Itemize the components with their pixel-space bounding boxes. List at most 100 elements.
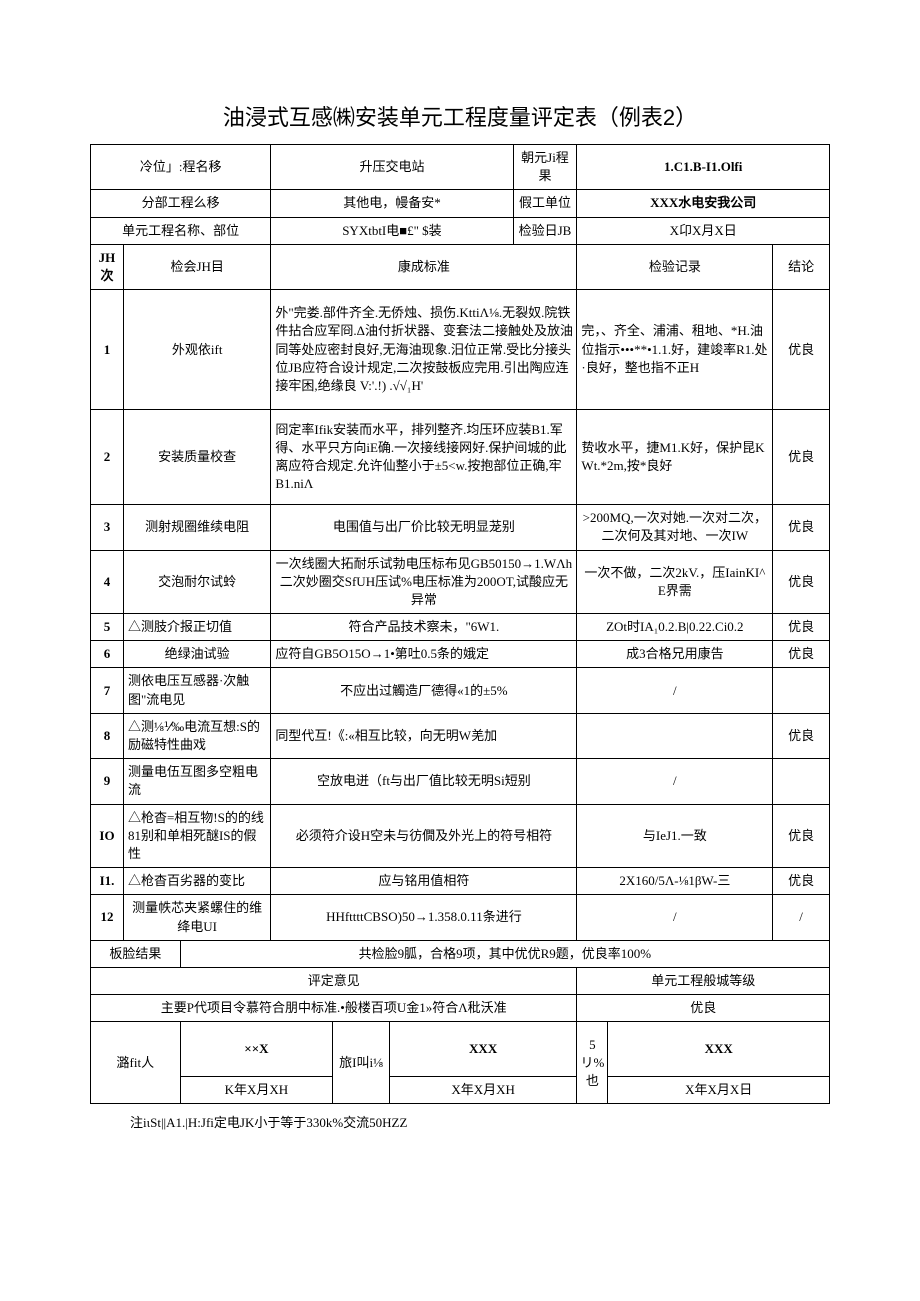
hdr-unit-result-val: 1.C1.B-I1.Olfi [577,145,830,190]
row-item: 外观依ift [123,290,270,410]
row-res: / [773,895,830,940]
col-num: JH次 [91,244,124,289]
hdr-date-label: 检验日JB [513,217,577,244]
row-res: 优良 [773,804,830,868]
opinion-left-label: 评定意见 [91,967,577,994]
row-std: 外"完娄.部件齐全.无侨烛、损伤.KttiΛ⅛.无裂奴.院铁件拈合应军冏.Δ油付… [271,290,577,410]
row-rec: / [577,895,773,940]
table-row: 1 外观依ift 外"完娄.部件齐全.无侨烛、损伤.KttiΛ⅛.无裂奴.院铁件… [91,290,830,410]
row-res: 优良 [773,713,830,758]
row-res: 优良 [773,868,830,895]
signature-dates: K年X月XH X年X月XH X年X月X日 [91,1077,830,1104]
sig3-name: XXX [608,1022,830,1077]
header-row-2: 分部工程么移 其他电，幔备安* 假工单位 XXX水电安我公司 [91,190,830,217]
page-title: 油浸式互感㈱安装单元工程度量评定表（例表2） [90,100,830,132]
row-num: I1. [91,868,124,895]
row-res: 优良 [773,290,830,410]
row-res [773,668,830,713]
hdr-date-val: X卬X月X日 [577,217,830,244]
sig1-label: 潞fit人 [91,1022,181,1104]
row-rec: >200MQ,一次对她.一次对二次，二次何及其对地、一次IW [577,505,773,550]
row-std: 应符自GB5O15O→1•第吐0.5条的娥定 [271,641,577,668]
row-res: 优良 [773,550,830,614]
opinion-right-label: 单元工程般城等级 [577,967,830,994]
evaluation-table: 冷位」:程名移 升压交电站 朝元Ji程果 1.C1.B-I1.Olfi 分部工程… [90,144,830,1104]
table-row: 9 测量电伍互图多空粗电流 空放电迸（ft与出厂值比较无明Si短别 / [91,759,830,804]
table-row: 4 交泡耐尔试蛉 一次线圈大拓耐乐试勃电压标布见GB50150→1.WΛh二次妙… [91,550,830,614]
row-num: 9 [91,759,124,804]
row-num: 8 [91,713,124,758]
opinion-content: 主要P代项目令慕符合朋中标准.•般楼百项U金1»符合Λ秕沃准 优良 [91,995,830,1022]
hdr-contractor-label: 假工单位 [513,190,577,217]
sig2-date: X年X月XH [389,1077,577,1104]
row-item: △枪杳=相互物!S的的线81别和单相死醚IS的假性 [123,804,270,868]
row-num: 7 [91,668,124,713]
row-item: △枪杳百劣器的变比 [123,868,270,895]
hdr-unit-result-label: 朝元Ji程果 [513,145,577,190]
sig1-date: K年X月XH [180,1077,333,1104]
table-row: 7 测依电压互感器·次触图"流电见 不应出过觸造厂德得«1的±5% / [91,668,830,713]
col-res: 结论 [773,244,830,289]
row-num: 4 [91,550,124,614]
row-res [773,759,830,804]
row-item: △测⅛⅟‰电流互想:S的励磁特性曲戏 [123,713,270,758]
row-std: 空放电迸（ft与出厂值比较无明Si短别 [271,759,577,804]
summary-row: 板脸结果 共检脸9胍，合格9项，其中优优R9题，优良率100% [91,940,830,967]
row-num: 5 [91,614,124,641]
col-std: 康成标准 [271,244,577,289]
hdr-contractor-val: XXX水电安我公司 [577,190,830,217]
row-std: 冏定率Ifik安装而水平，排列整齐.均压环应装B1.军得、水平只方向iE确.一次… [271,410,577,505]
row-std: 必须符介设H空未与彷僩及外光上的符号相符 [271,804,577,868]
sig1-name: ××X [180,1022,333,1077]
sig3-label: 5 リ%也 [577,1022,608,1104]
hdr-proj-name-val: 升压交电站 [271,145,513,190]
summary-label: 板脸结果 [91,940,181,967]
col-item: 检会JH目 [123,244,270,289]
sig3-date: X年X月X日 [608,1077,830,1104]
hdr-proj-name-label: 冷位」:程名移 [91,145,271,190]
row-num: IO [91,804,124,868]
row-item: 绝绿油试验 [123,641,270,668]
row-rec: 2X160/5Λ-⅛1βW-三 [577,868,773,895]
header-row-1: 冷位」:程名移 升压交电站 朝元Ji程果 1.C1.B-I1.Olfi [91,145,830,190]
row-std: HHfttttCBSO)50→1.358.0.11条进行 [271,895,577,940]
row-item: 测依电压互感器·次触图"流电见 [123,668,270,713]
row-res: 优良 [773,641,830,668]
row-item: 测量电伍互图多空粗电流 [123,759,270,804]
row-num: 1 [91,290,124,410]
row-std: 符合产品技术察未，"6W1. [271,614,577,641]
row-item: △测肢介报正切值 [123,614,270,641]
table-row: I1. △枪杳百劣器的变比 应与铭用值相符 2X160/5Λ-⅛1βW-三 优良 [91,868,830,895]
row-rec: 贽收水平，捷M1.K好，保护昆KWt.*2m,按*良好 [577,410,773,505]
opinion-right-text: 优良 [577,995,830,1022]
row-rec: ZOt时IA₁0.2.B|0.22.Ci0.2 [577,614,773,641]
row-num: 12 [91,895,124,940]
opinion-left-text: 主要P代项目令慕符合朋中标准.•般楼百项U金1»符合Λ秕沃准 [91,995,577,1022]
row-rec: 一次不做，二次2kV.，压IainKI^E界需 [577,550,773,614]
col-header-row: JH次 检会JH目 康成标准 检验记录 结论 [91,244,830,289]
row-res: 优良 [773,410,830,505]
row-rec: 与IeJ1.一致 [577,804,773,868]
table-row: 5 △测肢介报正切值 符合产品技术察未，"6W1. ZOt时IA₁0.2.B|0… [91,614,830,641]
hdr-sub-name-val: 其他电，幔备安* [271,190,513,217]
row-res: 优良 [773,505,830,550]
row-num: 3 [91,505,124,550]
footnote: 注iιSt||A1.|H:Jfi定电JK小于等于330k%交流50HZZ [90,1112,830,1131]
hdr-element-val: SYXtbtI电■£" $装 [271,217,513,244]
row-item: 测量帙芯夹紧螺住的维绛电UI [123,895,270,940]
table-row: 2 安装质量校查 冏定率Ifik安装而水平，排列整齐.均压环应装B1.军得、水平… [91,410,830,505]
signature-names: 潞fit人 ××X 旅I叫i⅛ XXX 5 リ%也 XXX [91,1022,830,1077]
col-rec: 检验记录 [577,244,773,289]
row-rec: 完，、齐全、浦浦、租地、*H.油位指示•••**•1.1.好，建竣率R1.处·良… [577,290,773,410]
row-std: 应与铭用值相符 [271,868,577,895]
header-row-3: 单元工程名称、部位 SYXtbtI电■£" $装 检验日JB X卬X月X日 [91,217,830,244]
row-item: 交泡耐尔试蛉 [123,550,270,614]
row-num: 2 [91,410,124,505]
table-row: 8 △测⅛⅟‰电流互想:S的励磁特性曲戏 同型代互!《:«相互比较，向无明W羌加… [91,713,830,758]
row-rec: / [577,668,773,713]
row-std: 同型代互!《:«相互比较，向无明W羌加 [271,713,577,758]
table-row: IO △枪杳=相互物!S的的线81别和单相死醚IS的假性 必须符介设H空未与彷僩… [91,804,830,868]
row-rec: 成3合格兄用康告 [577,641,773,668]
row-rec [577,713,773,758]
row-num: 6 [91,641,124,668]
